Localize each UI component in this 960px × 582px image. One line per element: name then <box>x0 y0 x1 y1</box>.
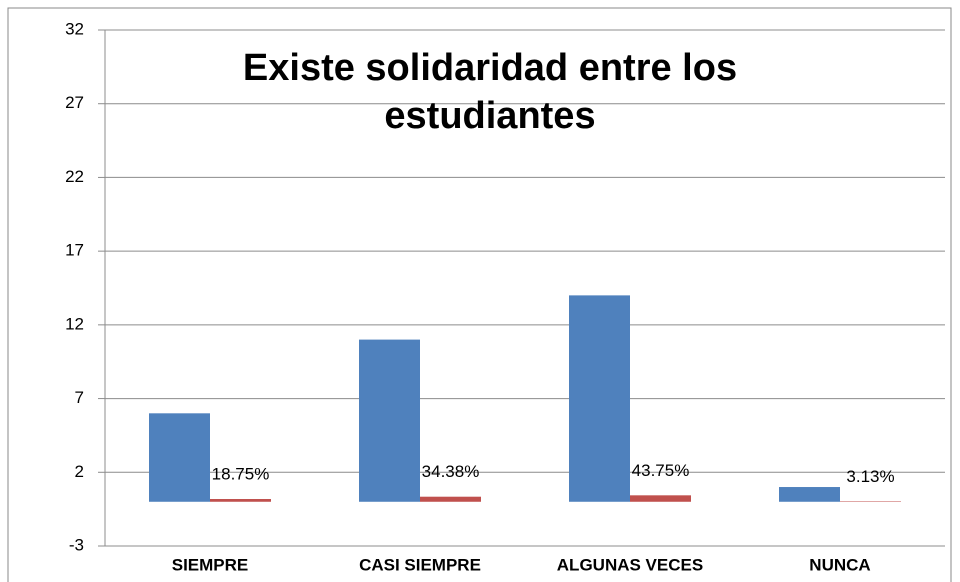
chart-title: Existe solidaridad entre los estudiantes <box>242 47 738 137</box>
y-tick-label: 22 <box>65 167 84 186</box>
x-tick-label: NUNCA <box>809 555 870 574</box>
bar <box>630 495 691 502</box>
y-tick-label: 7 <box>75 388 84 407</box>
data-label: 43.75% <box>632 461 690 480</box>
y-tick-label: 12 <box>65 314 84 333</box>
bar <box>420 496 481 502</box>
x-tick-label: CASI SIEMPRE <box>359 555 481 574</box>
y-tick-label: 17 <box>65 241 84 260</box>
bar <box>569 295 630 502</box>
bar <box>210 499 271 502</box>
bar <box>149 413 210 502</box>
bar <box>779 487 840 502</box>
x-tick-label: ALGUNAS VECES <box>557 555 703 574</box>
y-tick-label: 2 <box>75 462 84 481</box>
y-tick-label: 32 <box>65 19 84 38</box>
bar <box>840 501 901 502</box>
data-label: 34.38% <box>422 462 480 481</box>
x-tick-label: SIEMPRE <box>172 555 249 574</box>
y-tick-label: 27 <box>65 93 84 112</box>
data-label: 3.13% <box>846 467 894 486</box>
y-tick-label: -3 <box>69 535 84 554</box>
bar <box>359 339 420 502</box>
chart-border <box>7 7 952 582</box>
data-label: 18.75% <box>212 464 270 483</box>
